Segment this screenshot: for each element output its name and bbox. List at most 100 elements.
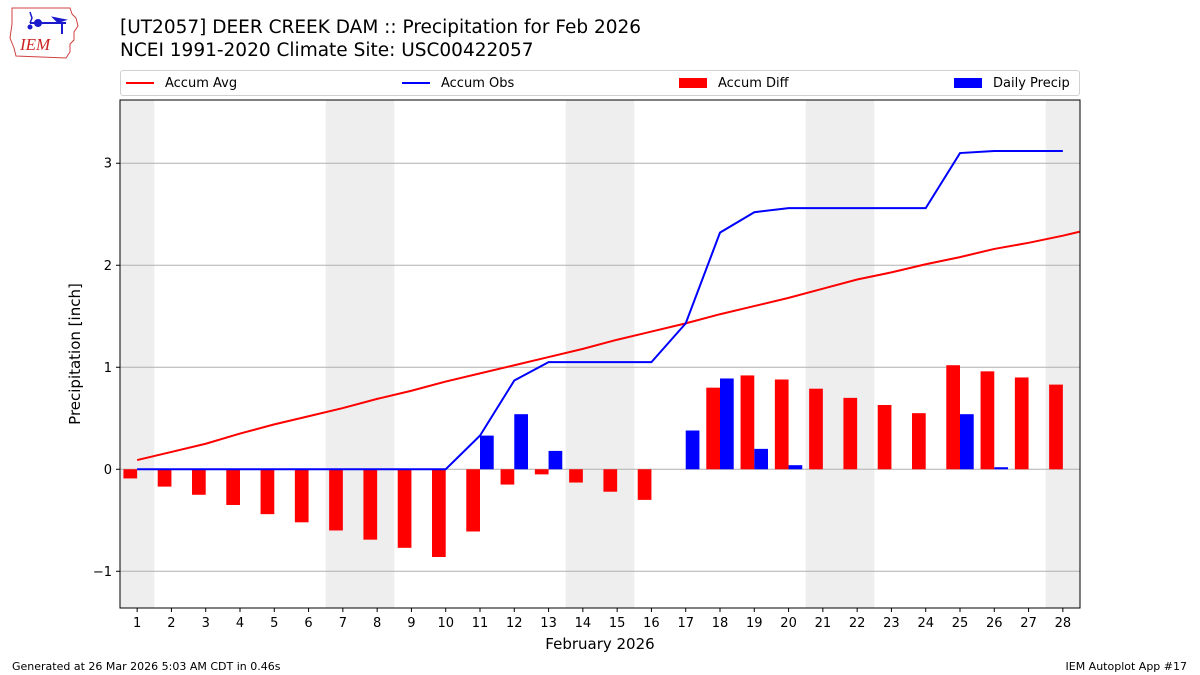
x-tick-label: 26 (986, 616, 1003, 631)
x-tick-label: 10 (437, 616, 454, 631)
accum-diff-bar (946, 365, 960, 470)
x-tick-label: 15 (609, 616, 626, 631)
accum-diff-bar (809, 388, 823, 470)
weather-station-icon (27, 11, 68, 34)
x-tick-label: 23 (883, 616, 900, 631)
accum-diff-bar (1049, 384, 1063, 470)
y-tick-label: 3 (104, 157, 112, 172)
daily-precip-bar (788, 465, 803, 470)
x-tick-label: 13 (540, 616, 557, 631)
accum-diff-bar (157, 469, 172, 487)
y-tick-label: −1 (93, 565, 112, 580)
accum-diff-bar (260, 469, 275, 515)
x-tick-label: 6 (304, 616, 312, 631)
weekend-shade-band (600, 100, 635, 608)
accum-diff-bar (432, 469, 446, 557)
accum-diff-bar (363, 469, 378, 540)
legend-label: Accum Avg (165, 75, 238, 91)
weekend-shade-band (805, 100, 840, 608)
y-tick-label: 1 (104, 361, 112, 376)
x-tick-label: 7 (339, 616, 347, 631)
accum-diff-bar (603, 469, 618, 492)
daily-precip-bar (994, 467, 1008, 470)
legend-item-accum-avg: Accum Avg (126, 71, 237, 95)
accum-diff-bar (980, 371, 995, 470)
accum-diff-bar (329, 469, 343, 531)
daily-precip-bar (514, 414, 528, 470)
y-tick-label: 2 (104, 259, 112, 274)
daily-precip-bar (480, 435, 494, 470)
weekend-shade-band (120, 100, 155, 608)
accum-diff-bar (294, 469, 309, 523)
x-tick-label: 1 (133, 616, 141, 631)
generated-timestamp: Generated at 26 Mar 2026 5:03 AM CDT in … (12, 660, 281, 673)
x-tick-label: 16 (643, 616, 660, 631)
x-tick-label: 22 (849, 616, 866, 631)
x-tick-label: 2 (167, 616, 175, 631)
accum-diff-bar (1014, 377, 1029, 470)
weekend-shade-band (840, 100, 875, 608)
accum-diff-bar (500, 469, 515, 485)
legend-line-red-icon (126, 82, 154, 84)
x-tick-label: 21 (815, 616, 832, 631)
app-credit: IEM Autoplot App #17 (1065, 660, 1188, 673)
accum-avg-line (136, 230, 1081, 462)
x-tick-label: 5 (270, 616, 278, 631)
x-tick-label: 4 (236, 616, 244, 631)
x-tick-label: 11 (472, 616, 489, 631)
legend-item-daily-precip: Daily Precip (954, 71, 1070, 95)
daily-precip-bar (548, 450, 563, 470)
x-tick-label: 27 (1020, 616, 1037, 631)
x-tick-label: 12 (506, 616, 523, 631)
x-tick-label: 19 (746, 616, 763, 631)
x-tick-label: 17 (677, 616, 694, 631)
plot-frame (119, 99, 1081, 609)
daily-precip-bar (720, 378, 734, 470)
legend-label: Daily Precip (993, 75, 1070, 91)
legend-patch-red-icon (679, 78, 707, 88)
x-tick-label: 28 (1055, 616, 1072, 631)
accum-diff-bar (877, 405, 892, 470)
accum-diff-bar (466, 469, 480, 532)
accum-diff-bar (843, 397, 858, 470)
accum-diff-bar (192, 469, 206, 495)
legend-line-blue-icon (402, 82, 430, 84)
x-tick-label: 18 (712, 616, 729, 631)
accum-diff-bar (912, 413, 926, 470)
daily-precip-bar (960, 414, 974, 470)
x-tick-label: 3 (202, 616, 210, 631)
weekend-shade-band (325, 100, 360, 608)
x-tick-label: 8 (373, 616, 381, 631)
y-tick-label: 0 (104, 463, 112, 478)
x-tick-label: 9 (407, 616, 415, 631)
accum-diff-bar (534, 469, 549, 475)
logo-text: IEM (19, 35, 51, 54)
accum-diff-bar (774, 379, 789, 470)
accum-diff-bar (637, 469, 652, 500)
weekend-shade-band (565, 100, 600, 608)
accum-obs-line (137, 150, 1063, 471)
chart-legend: Accum Avg Accum Obs Accum Diff Daily Pre… (120, 70, 1080, 96)
accum-diff-bar (740, 375, 755, 470)
accum-diff-bar (226, 469, 240, 505)
accum-diff-bar (123, 469, 138, 479)
legend-label: Accum Diff (718, 75, 789, 91)
x-axis-label: February 2026 (545, 635, 654, 653)
x-tick-label: 14 (575, 616, 592, 631)
daily-precip-bar (754, 448, 768, 470)
x-tick-label: 20 (780, 616, 797, 631)
legend-label: Accum Obs (441, 75, 515, 91)
legend-item-accum-obs: Accum Obs (402, 71, 514, 95)
iem-logo: IEM (8, 4, 80, 60)
accum-diff-bar (569, 469, 583, 483)
accum-diff-bar (397, 469, 412, 548)
legend-patch-blue-icon (954, 78, 982, 88)
accum-diff-bar (706, 387, 720, 470)
x-tick-label: 24 (917, 616, 934, 631)
legend-item-accum-diff: Accum Diff (679, 71, 789, 95)
daily-precip-bar (685, 430, 700, 470)
x-tick-label: 25 (952, 616, 969, 631)
chart-subtitle: NCEI 1991-2020 Climate Site: USC00422057 (120, 40, 534, 61)
weekend-shade-band (1045, 100, 1080, 608)
